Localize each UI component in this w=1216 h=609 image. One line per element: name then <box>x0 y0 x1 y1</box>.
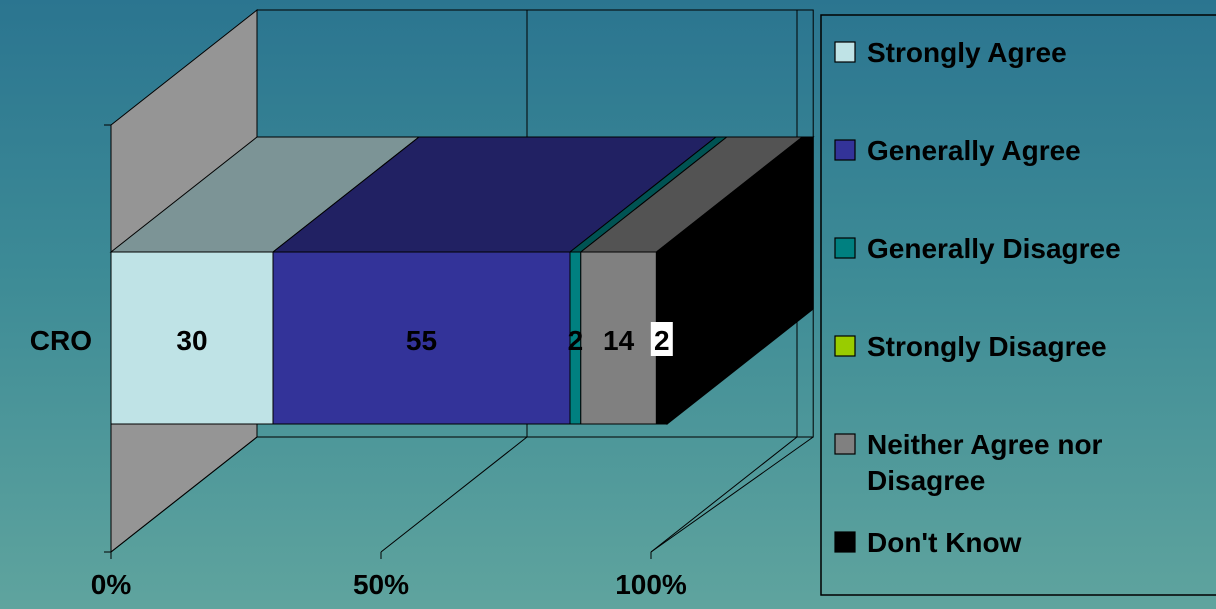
legend-item-generally-agree[interactable]: Generally Agree <box>834 135 1081 166</box>
legend-label: Strongly Agree <box>867 37 1067 68</box>
legend-item-neither-agree-nor-disagree[interactable]: Neither Agree nor Disagree <box>834 429 1103 496</box>
legend-swatch <box>834 41 856 63</box>
x-tick-label: 0% <box>91 569 132 600</box>
data-label: 2 <box>568 325 584 356</box>
legend-label: Generally Disagree <box>867 233 1121 264</box>
legend-swatch <box>834 237 856 259</box>
legend-label: Generally Agree <box>867 135 1081 166</box>
bar-segment-generally-agree <box>272 251 571 425</box>
legend-item-generally-disagree[interactable]: Generally Disagree <box>834 233 1121 264</box>
legend-label: Don't Know <box>867 527 1022 558</box>
legend-box <box>820 14 1216 596</box>
legend-swatch <box>834 531 856 553</box>
chart-data-labels: 30 55 2 14 2 <box>176 322 673 356</box>
chart-bars <box>109 135 815 426</box>
data-label: 14 <box>603 325 635 356</box>
data-label: 2 <box>654 325 670 356</box>
legend-swatch <box>834 433 856 455</box>
legend-label: Strongly Disagree <box>867 331 1107 362</box>
floor-edge <box>110 436 814 553</box>
bar-segment-neither-agree-nor-disagree <box>580 251 657 425</box>
floor-right-edge <box>650 436 814 553</box>
legend-item-strongly-agree[interactable]: Strongly Agree <box>834 37 1067 68</box>
legend-swatch <box>834 335 856 357</box>
chart-axes: CRO 0% 50% 100% <box>30 124 687 600</box>
legend-item-don-t-know[interactable]: Don't Know <box>834 527 1022 558</box>
bar-end-face <box>666 135 814 426</box>
category-label: CRO <box>30 325 92 356</box>
chart-legend[interactable]: Strongly Agree Generally Agree Generally D… <box>820 14 1216 596</box>
x-tick-label: 100% <box>615 569 687 600</box>
gridline-floor-100 <box>650 436 798 553</box>
gridline-floor-50 <box>380 436 528 553</box>
data-label: 55 <box>406 325 437 356</box>
bar-segment-strongly-agree <box>110 251 274 425</box>
legend-swatch <box>834 139 856 161</box>
data-label-bg <box>650 322 673 356</box>
data-label: 30 <box>176 325 207 356</box>
legend-item-strongly-disagree[interactable]: Strongly Disagree <box>834 331 1107 362</box>
legend-label: Neither Agree nor Disagree <box>867 429 1103 496</box>
x-tick-label: 50% <box>353 569 409 600</box>
